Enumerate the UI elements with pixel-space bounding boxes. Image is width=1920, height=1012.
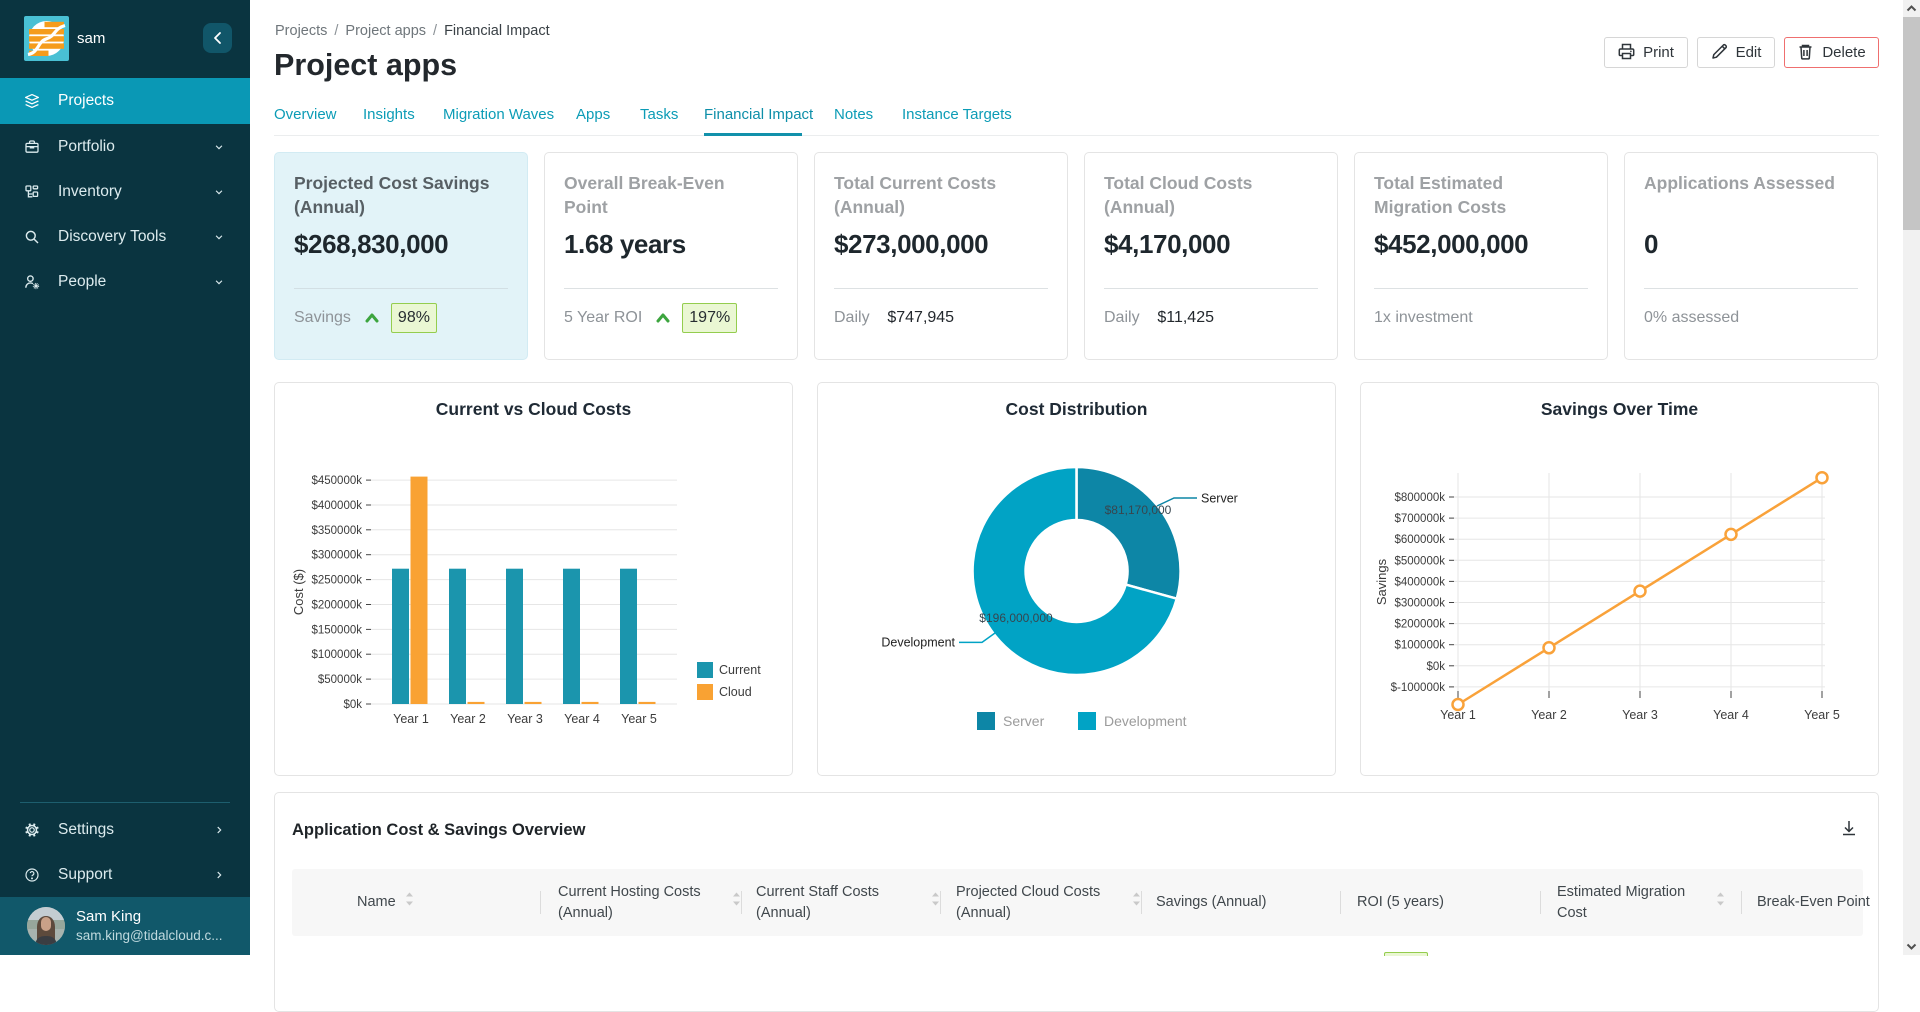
svg-text:$600000k: $600000k <box>1394 534 1445 546</box>
svg-text:$-100000k: $-100000k <box>1391 682 1446 694</box>
svg-text:$400000k: $400000k <box>1394 576 1445 588</box>
svg-text:Current: Current <box>719 663 761 677</box>
svg-text:Development: Development <box>881 636 955 650</box>
svg-text:Development: Development <box>1104 713 1187 729</box>
svg-text:Year 4: Year 4 <box>564 712 600 726</box>
svg-text:$81,170,000: $81,170,000 <box>1105 503 1172 517</box>
svg-text:Server: Server <box>1003 713 1045 729</box>
svg-text:Year 2: Year 2 <box>450 712 486 726</box>
svg-text:Year 1: Year 1 <box>393 712 429 726</box>
svg-text:Year 3: Year 3 <box>1622 708 1658 722</box>
svg-text:$50000k: $50000k <box>318 674 362 686</box>
svg-text:$400000k: $400000k <box>311 500 362 512</box>
svg-text:$300000k: $300000k <box>1394 598 1445 610</box>
svg-text:$350000k: $350000k <box>311 525 362 537</box>
svg-text:$100000k: $100000k <box>1394 640 1445 652</box>
svg-text:Year 1: Year 1 <box>1440 708 1476 722</box>
svg-text:Year 5: Year 5 <box>621 712 657 726</box>
svg-text:$700000k: $700000k <box>1394 513 1445 525</box>
svg-text:$200000k: $200000k <box>311 600 362 612</box>
svg-text:$150000k: $150000k <box>311 624 362 636</box>
svg-text:Savings: Savings <box>1374 558 1389 605</box>
svg-text:Server: Server <box>1201 492 1238 506</box>
svg-text:$0k: $0k <box>343 699 362 711</box>
svg-text:$196,000,000: $196,000,000 <box>979 611 1053 625</box>
svg-text:Year 5: Year 5 <box>1804 708 1840 722</box>
svg-text:$800000k: $800000k <box>1394 492 1445 504</box>
svg-text:$500000k: $500000k <box>1394 555 1445 567</box>
svg-text:Year 2: Year 2 <box>1531 708 1567 722</box>
svg-text:$300000k: $300000k <box>311 550 362 562</box>
svg-text:Cost ($): Cost ($) <box>291 569 306 615</box>
svg-text:$250000k: $250000k <box>311 575 362 587</box>
svg-text:$0k: $0k <box>1426 661 1445 673</box>
svg-text:$450000k: $450000k <box>311 475 362 487</box>
svg-text:Year 4: Year 4 <box>1713 708 1749 722</box>
svg-text:Year 3: Year 3 <box>507 712 543 726</box>
svg-text:Cloud: Cloud <box>719 685 752 699</box>
svg-text:$100000k: $100000k <box>311 649 362 661</box>
svg-text:$200000k: $200000k <box>1394 619 1445 631</box>
